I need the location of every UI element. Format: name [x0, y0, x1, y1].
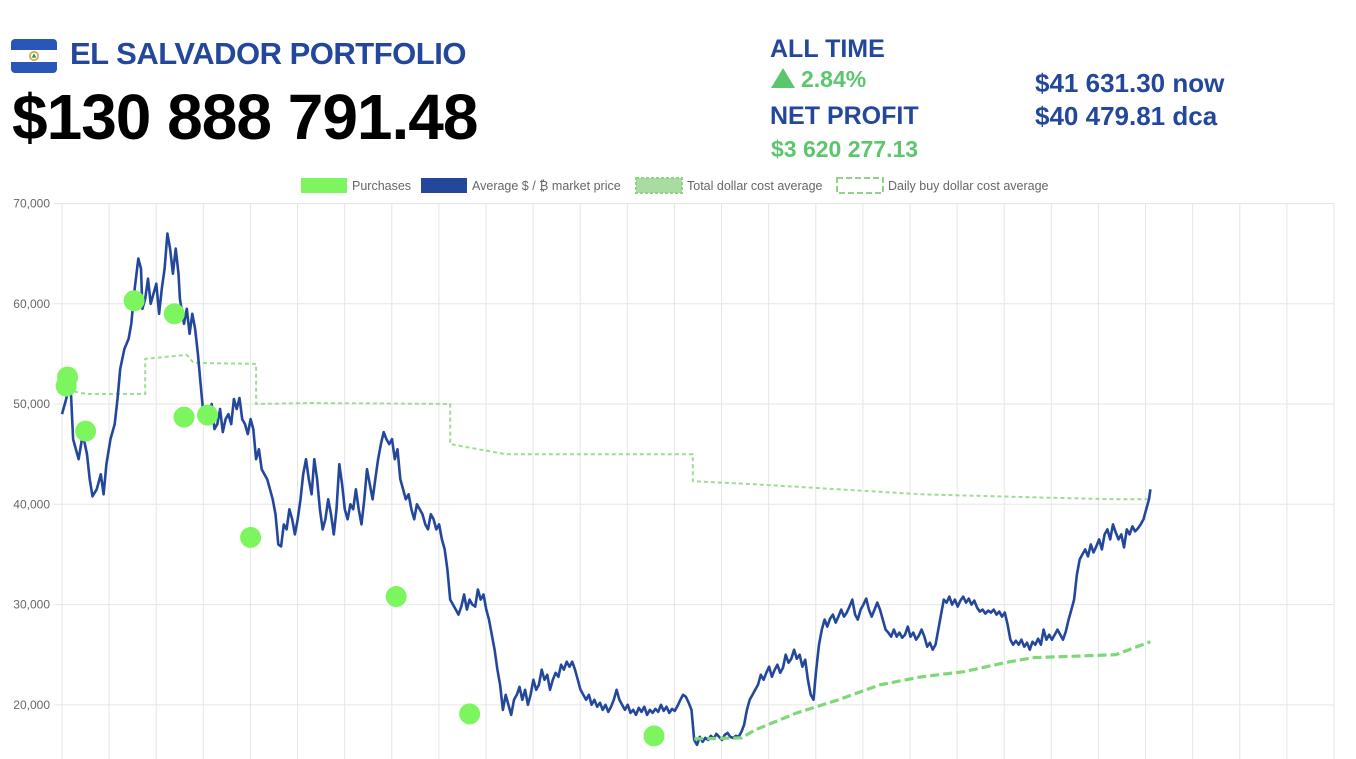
purchase-point	[240, 526, 262, 548]
legend-label: Purchases	[352, 179, 411, 193]
purchase-point	[163, 303, 185, 325]
series-daily-dca-line	[61, 353, 1151, 501]
price-now: $41 631.30 now	[1035, 68, 1225, 98]
all-time-value: 2.84%	[801, 66, 867, 92]
purchase-point	[75, 420, 97, 442]
purchase-point	[173, 406, 195, 428]
price-chart: 20,000 30,000 40,000 50,000 60,000 70,000 Purc…	[13, 177, 1335, 759]
net-profit-label: NET PROFIT	[770, 102, 919, 130]
page-title: EL SALVADOR PORTFOLIO	[70, 36, 466, 71]
legend-label: Average $ / ₿ market price	[472, 179, 621, 193]
y-tick-label: 30,000	[13, 598, 50, 612]
purchase-point	[197, 404, 219, 426]
purchase-point	[459, 703, 481, 725]
series-market-price-line	[60, 232, 1152, 747]
y-tick-label: 50,000	[13, 397, 50, 411]
y-tick-label: 60,000	[13, 297, 50, 311]
legend-swatch	[635, 177, 683, 194]
purchase-point	[643, 725, 665, 747]
net-profit-value: $3 620 277.13	[771, 136, 919, 162]
y-tick-label: 70,000	[13, 197, 50, 211]
legend-swatch	[301, 178, 347, 193]
legend-swatch	[836, 177, 884, 194]
y-tick-label: 40,000	[13, 497, 50, 511]
legend-swatch	[421, 178, 467, 193]
el-salvador-flag-icon	[11, 39, 57, 73]
all-time-label: ALL TIME	[770, 35, 885, 63]
series-total-dca-line	[694, 640, 1151, 741]
purchase-point	[385, 586, 407, 608]
all-time-change: 2.84%	[771, 66, 866, 93]
triangle-up-icon	[771, 68, 795, 88]
legend-label: Daily buy dollar cost average	[888, 179, 1049, 193]
purchase-point	[123, 290, 145, 312]
price-dca: $40 479.81 dca	[1035, 101, 1218, 131]
portfolio-total-value: $130 888 791.48	[12, 81, 478, 153]
legend-label: Total dollar cost average	[687, 179, 823, 193]
y-tick-label: 20,000	[13, 698, 50, 712]
purchase-point	[57, 366, 79, 388]
